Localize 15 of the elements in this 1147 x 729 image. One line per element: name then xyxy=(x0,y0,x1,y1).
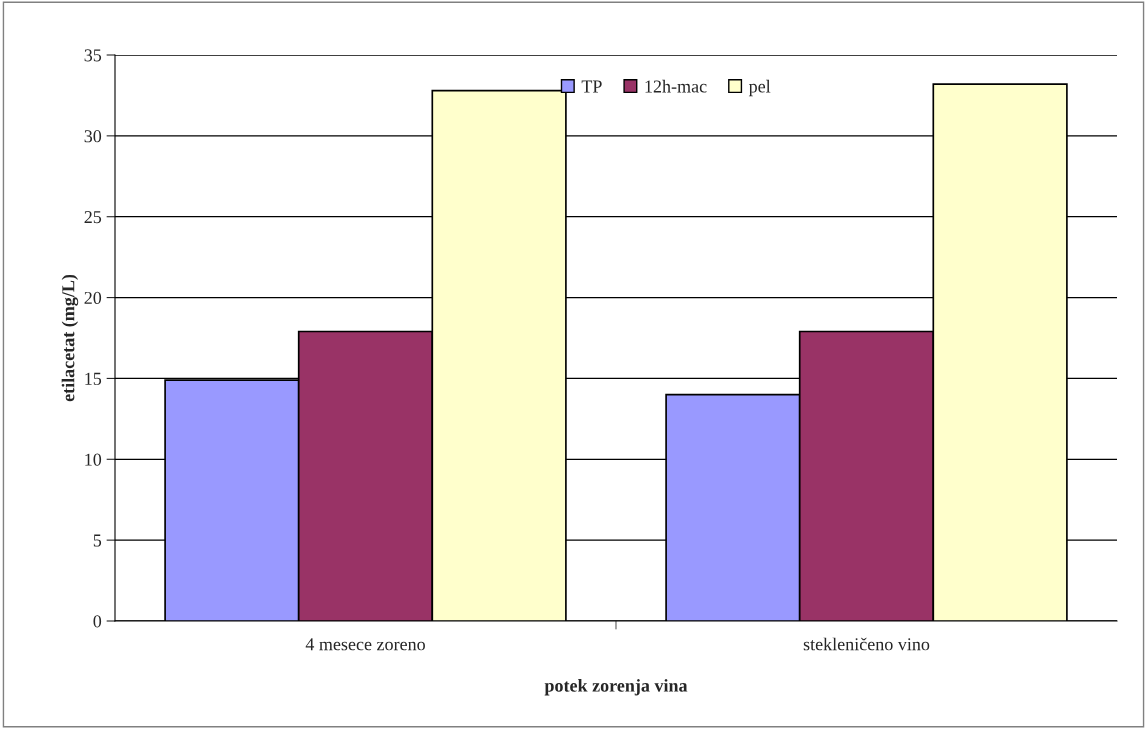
y-tick-label: 35 xyxy=(84,49,102,62)
x-axis-title: potek zorenja vina xyxy=(544,679,688,696)
y-axis-title: etilacetat (mg/L) xyxy=(61,274,79,402)
y-tick-label: 20 xyxy=(84,291,102,305)
legend-label: TP xyxy=(581,80,602,93)
y-tick-label: 10 xyxy=(85,453,102,466)
legend-label: pel xyxy=(748,79,771,97)
y-tick-label: 15 xyxy=(85,372,102,385)
x-tick-label: 4 mesece zoreno xyxy=(305,638,425,651)
y-tick-label: 0 xyxy=(93,615,102,628)
y-tick-label: 5 xyxy=(93,534,102,547)
legend-label: 12h-mac xyxy=(645,79,707,93)
y-tick-label: 25 xyxy=(84,211,102,224)
y-tick-label: 30 xyxy=(84,130,102,143)
x-tick-label: stekleničeno vino xyxy=(803,637,930,651)
